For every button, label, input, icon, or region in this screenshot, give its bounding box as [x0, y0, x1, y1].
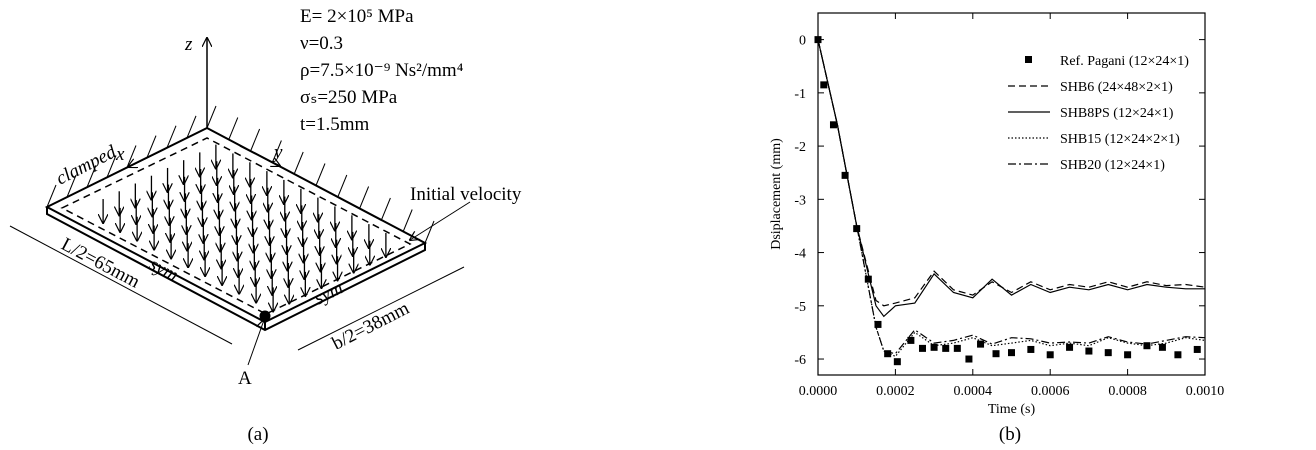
data-point — [992, 350, 1000, 358]
data-point — [893, 358, 901, 366]
clamp-hatch — [126, 145, 137, 168]
legend-label: Ref. Pagani (12×24×1) — [1060, 54, 1189, 69]
data-line — [817, 39, 1205, 318]
axis-z-label: z — [184, 34, 193, 55]
clamp-hatch — [359, 186, 370, 209]
data-point — [1143, 342, 1151, 350]
y-tick-label: -3 — [794, 193, 806, 208]
data-point — [884, 350, 892, 358]
x-tick-label: 0.0010 — [1186, 384, 1225, 399]
data-point — [820, 81, 828, 89]
clamp-hatch — [228, 117, 239, 140]
data-point — [829, 121, 837, 129]
data-point — [1027, 345, 1035, 353]
data-point — [918, 344, 926, 352]
property: E= 2×10⁵ MPa — [300, 6, 414, 27]
x-axis — [128, 148, 166, 167]
x-tick-label: 0.0000 — [799, 384, 838, 399]
data-point — [1193, 345, 1201, 353]
data-point — [1085, 347, 1093, 355]
y-axis-label: Dsiplacement (mm) — [769, 138, 784, 250]
clamp-hatch — [424, 220, 435, 244]
clamp-hatch — [250, 128, 261, 152]
legend-label: SHB15 (12×24×2×1) — [1060, 132, 1180, 147]
clamp-hatch — [166, 125, 177, 148]
plate-diagram — [9, 38, 471, 366]
velocity-pointer — [410, 201, 471, 240]
clamp-hatch — [186, 115, 197, 139]
x-tick-label: 0.0006 — [1031, 384, 1070, 399]
data-point — [1046, 351, 1054, 359]
velocity-label: Initial velocity — [410, 184, 522, 205]
point-a — [259, 310, 271, 322]
data-line — [817, 39, 1206, 355]
property: ρ=7.5×10⁻⁹ Ns²/mm⁴ — [300, 60, 464, 81]
legend-label: SHB6 (24×48×2×1) — [1060, 80, 1173, 95]
data-point — [1174, 351, 1182, 359]
clamp-hatch — [271, 140, 282, 163]
x-tick-label: 0.0002 — [876, 384, 915, 399]
clamp-hatch — [315, 163, 326, 186]
data-point — [874, 320, 882, 328]
sym-label: sym — [146, 254, 182, 286]
legend-label: SHB20 (12×24×1) — [1060, 158, 1165, 173]
axis-x-label: x — [115, 144, 125, 165]
clamp-hatch — [86, 165, 97, 188]
data-point — [1008, 349, 1015, 357]
point-a-pointer — [247, 320, 264, 366]
clamp-hatch — [146, 135, 157, 158]
length-dimension — [9, 225, 233, 345]
clamp-hatch — [293, 151, 304, 175]
data-point — [1066, 343, 1074, 351]
point-label: A — [238, 368, 252, 389]
clamp-hatch — [337, 174, 348, 198]
data-point — [907, 336, 915, 344]
x-tick-label: 0.0008 — [1108, 384, 1147, 399]
data-point — [1104, 349, 1112, 357]
data-point — [1124, 351, 1132, 359]
y-axis — [239, 145, 280, 166]
caption: (a) — [247, 424, 268, 445]
caption: (b) — [999, 424, 1021, 445]
x-tick-label: 0.0004 — [954, 384, 993, 399]
properties: E= 2×10⁵ MPa ν=0.3 ρ=7.5×10⁻⁹ Ns²/mm⁴ σₛ=25… — [300, 6, 464, 135]
y-tick-label: -1 — [794, 87, 806, 102]
data-point — [977, 340, 985, 348]
data-point — [965, 355, 973, 363]
data-point — [930, 343, 938, 351]
inner-boundary — [60, 137, 412, 315]
data-point — [942, 344, 950, 352]
y-tick-label: -5 — [794, 300, 806, 315]
clamp-hatch — [206, 105, 217, 129]
plot-frame — [817, 12, 1206, 376]
legend-label: SHB8PS (12×24×1) — [1060, 106, 1174, 121]
x-axis-label: Time (s) — [988, 402, 1036, 417]
property: t=1.5mm — [300, 114, 370, 135]
clamped-label: clamped — [53, 141, 120, 189]
axis-y-label: y — [272, 142, 283, 163]
clamp-hatch — [402, 209, 413, 232]
width-label: b/2=38mm — [329, 298, 413, 355]
y-tick-label: 0 — [799, 34, 806, 49]
property: σₛ=250 MPa — [300, 87, 398, 108]
data-point — [841, 171, 849, 179]
data-point — [953, 344, 961, 352]
data-point — [864, 275, 872, 283]
clamp-hatch — [380, 197, 391, 221]
clamp-hatch — [106, 155, 117, 178]
width-dimension — [297, 266, 465, 351]
y-tick-label: -6 — [794, 353, 806, 368]
legend-marker — [1025, 56, 1032, 63]
data-point — [1158, 343, 1166, 351]
y-tick-label: -4 — [794, 247, 806, 262]
clamp-hatch — [46, 184, 57, 208]
y-tick-label: -2 — [794, 140, 806, 155]
property: ν=0.3 — [300, 33, 343, 54]
clamp-hatch — [66, 174, 77, 198]
